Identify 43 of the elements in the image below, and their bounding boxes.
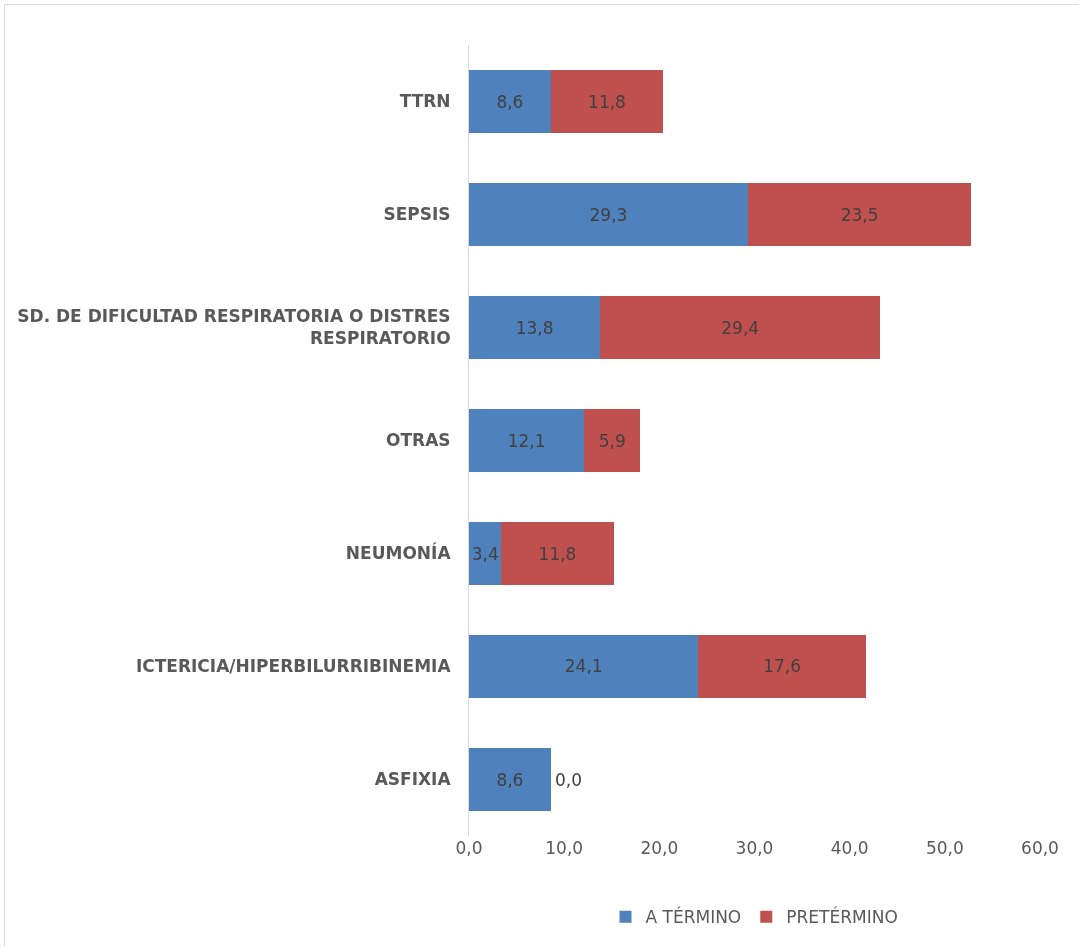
- data-label: 0,0: [555, 770, 583, 790]
- data-label: 29,4: [721, 317, 760, 338]
- bar: [469, 409, 585, 472]
- data-label: 29,3: [589, 204, 628, 225]
- x-tick-label: 20,0: [640, 838, 679, 858]
- y-tick-label: ASFIXIA: [374, 769, 452, 790]
- x-tick-label: 50,0: [925, 838, 964, 858]
- bar: [550, 70, 664, 133]
- data-label: 8,6: [496, 91, 524, 112]
- y-tick-label: OTRAS: [386, 430, 451, 451]
- data-label: 11,8: [538, 543, 577, 564]
- bar: [469, 70, 551, 133]
- x-tick-label: 30,0: [735, 838, 774, 858]
- bar: [469, 748, 551, 811]
- bar: [747, 183, 972, 246]
- data-label: 12,1: [507, 430, 546, 451]
- bar: [584, 409, 641, 472]
- y-tick-label: ICTERICIA/HIPERBILURRIBINEMIA: [135, 656, 452, 677]
- bar: [600, 296, 881, 359]
- data-label: 23,5: [840, 204, 879, 225]
- y-tick-label: NEUMONÍA: [345, 542, 452, 564]
- x-tick-label: 40,0: [830, 838, 869, 858]
- data-label: 11,8: [588, 91, 626, 112]
- data-label: 13,8: [515, 317, 554, 338]
- data-label: 17,6: [763, 656, 802, 677]
- data-label: 5,9: [598, 430, 626, 451]
- x-tick-label: 0,0: [455, 838, 483, 858]
- x-tick-label: 10,0: [545, 838, 584, 858]
- y-tick-label: TTRN: [399, 91, 451, 112]
- legend-label: A TÉRMINO: [645, 906, 742, 928]
- data-label: 3,4: [471, 543, 499, 564]
- bar: [698, 635, 866, 698]
- data-label: 24,1: [564, 656, 603, 677]
- bar: [501, 522, 614, 585]
- bar: [469, 183, 748, 246]
- y-tick-label: SD. DE DIFICULTAD RESPIRATORIA O DISTRES RESPIRATORIO: [17, 306, 451, 349]
- bar: [469, 522, 502, 585]
- data-label: 8,6: [496, 769, 524, 790]
- y-tick-label: SEPSIS: [383, 204, 451, 225]
- bar: [469, 296, 601, 359]
- legend-label: PRETÉRMINO: [786, 906, 898, 928]
- x-tick-label: 60,0: [1021, 838, 1059, 858]
- bar: [469, 635, 699, 698]
